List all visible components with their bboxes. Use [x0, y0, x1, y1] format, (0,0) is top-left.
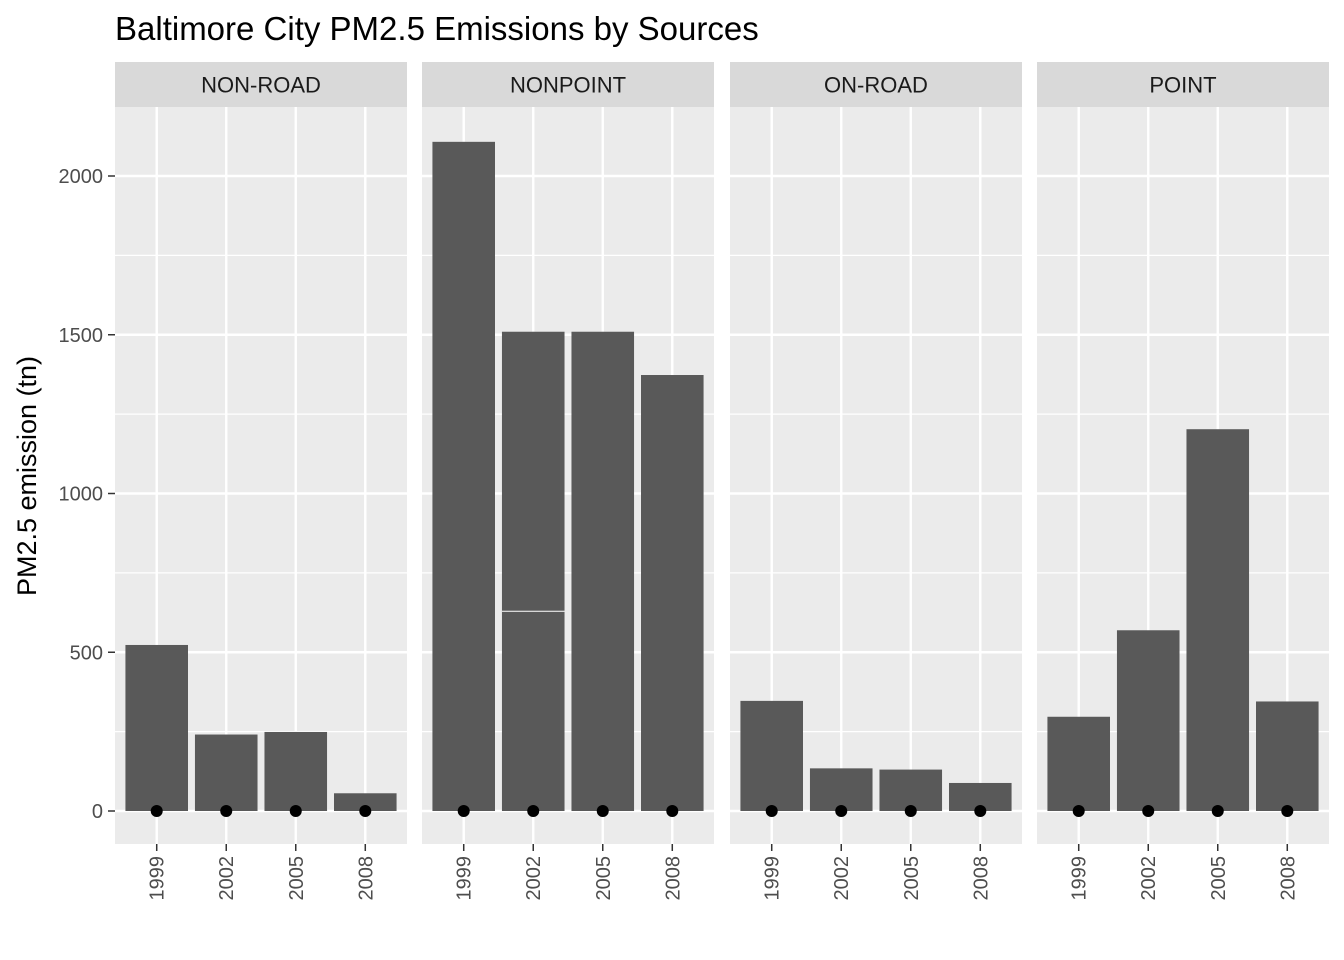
facet-strip-label: NON-ROAD	[201, 73, 321, 98]
bar-on-road-2005	[879, 769, 943, 811]
bar-on-road-1999	[740, 700, 803, 811]
facet-strip-label: NONPOINT	[510, 73, 626, 98]
point-marker	[1072, 805, 1085, 817]
bar-nonpoint-1999	[432, 141, 495, 812]
x-tick-label: 1999	[762, 856, 784, 901]
point-marker	[457, 805, 470, 817]
point-marker	[1281, 805, 1294, 817]
point-marker	[359, 805, 372, 817]
x-tick-label: 2005	[1208, 856, 1230, 901]
facet-panel-non-road: NON-ROAD 1999 2002 2005 2008	[115, 62, 407, 901]
facet-strip	[730, 62, 1022, 107]
point-marker	[289, 805, 302, 817]
facet-panel-point: POINT 1999 2002 2005 2008	[1037, 62, 1329, 901]
point-marker	[974, 805, 987, 817]
point-marker	[1142, 805, 1155, 817]
y-tick-label: 1500	[59, 325, 104, 347]
bar-non-road-1999	[125, 644, 188, 811]
point-marker	[666, 805, 679, 817]
x-tick-label: 1999	[1069, 856, 1091, 901]
x-tick-label: 2005	[901, 856, 923, 901]
facet-strip-label: ON-ROAD	[824, 73, 928, 98]
x-tick-label: 2008	[662, 856, 684, 901]
x-tick-label: 1999	[454, 856, 476, 901]
x-tick-label: 2005	[286, 856, 308, 901]
x-tick-label: 2005	[593, 856, 615, 901]
x-tick-label: 1999	[147, 856, 169, 901]
chart-title: Baltimore City PM2.5 Emissions by Source…	[115, 10, 759, 47]
bar-non-road-2002	[194, 734, 258, 811]
facet-panel-nonpoint: NONPOINT 1999 2002 2005 2008	[422, 62, 714, 901]
bar-non-road-2005	[264, 731, 328, 811]
y-axis: 0 500 1000 1500 2000	[59, 166, 115, 823]
x-tick-label: 2002	[523, 856, 545, 901]
y-tick-label: 500	[70, 642, 103, 664]
point-marker	[527, 805, 540, 817]
y-tick-label: 2000	[59, 166, 104, 188]
x-tick-label: 2008	[970, 856, 992, 901]
bar-point-2002	[1116, 630, 1180, 811]
bar-non-road-2008	[334, 793, 397, 811]
bar-nonpoint-2005	[571, 331, 635, 811]
x-tick-label: 2008	[355, 856, 377, 901]
bar-nonpoint-2008	[641, 375, 704, 811]
facet-strip-label: POINT	[1149, 73, 1216, 98]
point-marker	[596, 805, 609, 817]
x-tick-label: 2002	[216, 856, 238, 901]
facet-panels: NON-ROAD 1999 2002 2005 2008 NONPOINT 1999 2002…	[115, 62, 1329, 901]
y-tick-label: 0	[92, 801, 103, 823]
facet-panel-on-road: ON-ROAD 1999 2002 2005 2008	[730, 62, 1022, 901]
point-marker	[220, 805, 233, 817]
facet-strip	[115, 62, 407, 107]
point-marker	[150, 805, 163, 817]
bar-point-2008	[1256, 701, 1319, 811]
y-axis-title: PM2.5 emission (tn)	[12, 356, 42, 596]
y-tick-label: 1000	[59, 484, 104, 506]
facet-strip	[1037, 62, 1329, 107]
point-marker	[835, 805, 848, 817]
bar-on-road-2002	[809, 768, 873, 811]
bar-point-2005	[1186, 429, 1250, 811]
bar-point-1999	[1047, 716, 1110, 811]
facet-strip	[422, 62, 714, 107]
x-tick-label: 2002	[831, 856, 853, 901]
point-marker	[904, 805, 917, 817]
point-marker	[1211, 805, 1224, 817]
x-tick-label: 2008	[1277, 856, 1299, 901]
x-tick-label: 2002	[1138, 856, 1160, 901]
point-marker	[765, 805, 778, 817]
bar-nonpoint-2002	[501, 331, 565, 811]
